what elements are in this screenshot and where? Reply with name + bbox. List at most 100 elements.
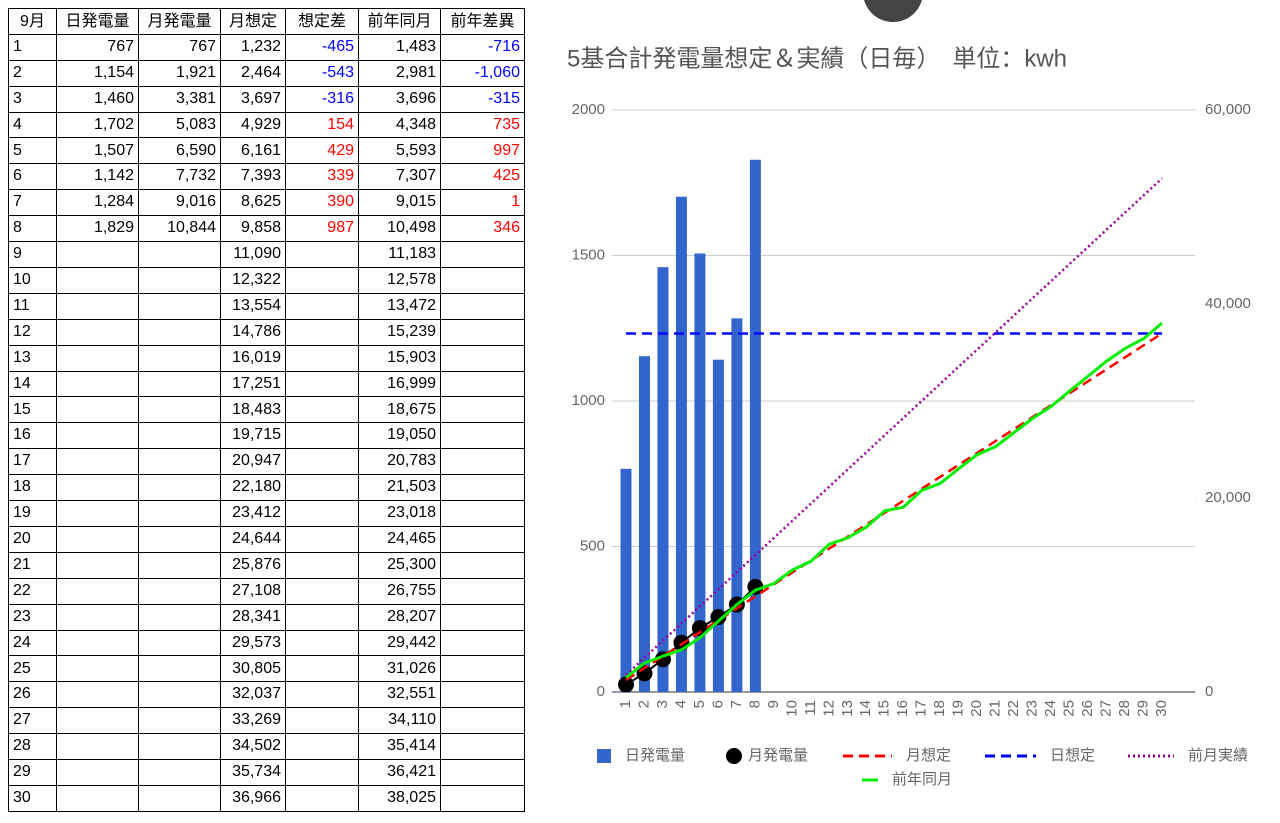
table-cell xyxy=(57,655,139,683)
point xyxy=(618,676,634,693)
table-cell xyxy=(286,267,359,294)
table-cell: 29 xyxy=(8,759,57,786)
line xyxy=(625,177,1163,676)
table-cell xyxy=(441,681,525,709)
table-cell: 20,783 xyxy=(359,448,441,476)
table-cell xyxy=(139,733,221,761)
table-cell: 6 xyxy=(8,163,57,191)
table-cell xyxy=(441,370,525,398)
table-cell xyxy=(286,474,359,502)
table-cell xyxy=(441,655,525,683)
table-cell: 33,269 xyxy=(221,707,286,735)
table-cell xyxy=(139,370,221,398)
header-cell: 日発電量 xyxy=(57,8,139,35)
table-cell: -315 xyxy=(441,85,525,113)
table-cell: 24 xyxy=(8,629,57,657)
bar xyxy=(749,159,761,693)
legend-swatch xyxy=(597,749,611,763)
bar xyxy=(731,318,743,692)
table-cell xyxy=(286,759,359,786)
x-tick-label: 5 xyxy=(691,700,708,708)
table-cell: 29,573 xyxy=(221,629,286,657)
table-cell xyxy=(139,267,221,294)
x-tick-label: 4 xyxy=(672,700,689,708)
x-tick-label: 11 xyxy=(802,700,819,716)
x-tick-label: 14 xyxy=(857,700,874,717)
table-cell: 346 xyxy=(441,215,525,243)
table-cell: 1,154 xyxy=(57,59,139,87)
table-cell: 2,464 xyxy=(221,59,286,87)
table-cell xyxy=(441,551,525,579)
table-cell: 10,498 xyxy=(359,215,441,243)
table-cell: 154 xyxy=(286,111,359,139)
y-tick-label: 1000 xyxy=(572,392,605,409)
table-cell: 28,341 xyxy=(221,603,286,631)
table-cell: 23,412 xyxy=(221,500,286,527)
table-cell: 8,625 xyxy=(221,189,286,217)
table-cell: 35,414 xyxy=(359,733,441,761)
x-tick-label: 22 xyxy=(1005,700,1022,717)
table-cell xyxy=(441,422,525,450)
x-tick-label: 12 xyxy=(820,700,837,717)
table-cell xyxy=(57,577,139,605)
table-cell xyxy=(139,241,221,268)
x-tick-label: 7 xyxy=(728,700,745,708)
table-cell xyxy=(57,551,139,579)
y2-tick-label: 40,000 xyxy=(1205,295,1251,312)
table-cell xyxy=(441,344,525,372)
table-cell: 6,161 xyxy=(221,137,286,165)
table-cell: 24,465 xyxy=(359,526,441,553)
table-cell xyxy=(139,396,221,424)
bar xyxy=(657,267,669,692)
legend-label: 前年同月 xyxy=(892,771,952,788)
table-cell: 429 xyxy=(286,137,359,165)
table-cell: 19,715 xyxy=(221,422,286,450)
table-cell: 1,284 xyxy=(57,189,139,217)
x-tick-label: 21 xyxy=(987,700,1004,717)
table-cell: 1,702 xyxy=(57,111,139,139)
x-tick-label: 25 xyxy=(1061,700,1078,717)
table-cell: 1,483 xyxy=(359,33,441,61)
table-cell: 28 xyxy=(8,733,57,761)
table-cell: 14 xyxy=(8,370,57,398)
x-tick-label: 10 xyxy=(783,700,800,717)
table-cell xyxy=(286,733,359,761)
y2-tick-label: 60,000 xyxy=(1205,101,1251,118)
table-cell: 1,507 xyxy=(57,137,139,165)
table-cell: 20 xyxy=(8,526,57,553)
table-cell: 25 xyxy=(8,655,57,683)
x-tick-label: 1 xyxy=(617,700,634,708)
table-cell: 7,732 xyxy=(139,163,221,191)
table-cell: 16,999 xyxy=(359,370,441,398)
table-cell xyxy=(139,422,221,450)
x-tick-label: 17 xyxy=(913,700,930,717)
x-tick-label: 13 xyxy=(839,700,856,717)
table-cell xyxy=(286,292,359,320)
table-cell: 3,696 xyxy=(359,85,441,113)
table-cell xyxy=(441,474,525,502)
table-cell: 5,593 xyxy=(359,137,441,165)
table-cell: 12 xyxy=(8,318,57,346)
table-cell: 25,300 xyxy=(359,551,441,579)
table-cell: 26 xyxy=(8,681,57,709)
table-cell: 13 xyxy=(8,344,57,372)
header-cell: 想定差 xyxy=(286,8,359,35)
table-cell xyxy=(139,629,221,657)
table-cell xyxy=(139,318,221,346)
legend-label: 日想定 xyxy=(1050,747,1095,764)
table-cell: 8 xyxy=(8,215,57,243)
table-cell xyxy=(139,526,221,553)
x-tick-label: 6 xyxy=(709,700,726,708)
table-cell: 32,551 xyxy=(359,681,441,709)
x-tick-label: 19 xyxy=(950,700,967,717)
table-cell: 29,442 xyxy=(359,629,441,657)
table-cell xyxy=(441,603,525,631)
table-cell: 7 xyxy=(8,189,57,217)
table-cell: 34,110 xyxy=(359,707,441,735)
table-cell xyxy=(286,500,359,527)
table-cell: 27 xyxy=(8,707,57,735)
table-cell: 735 xyxy=(441,111,525,139)
point xyxy=(747,578,764,595)
table-cell xyxy=(139,292,221,320)
